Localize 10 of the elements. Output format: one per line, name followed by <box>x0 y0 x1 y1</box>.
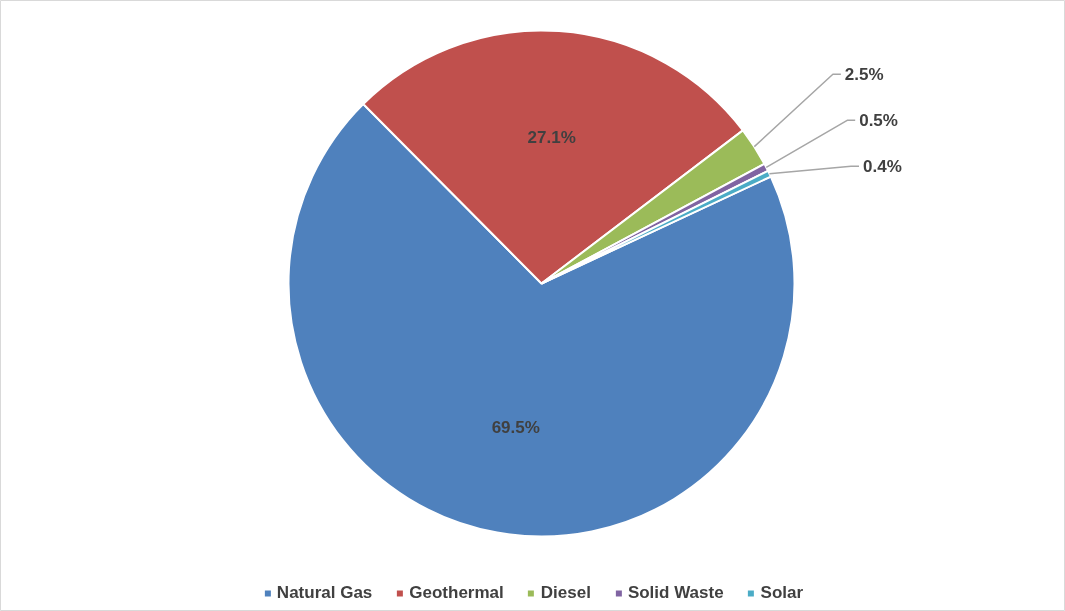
data-label: 27.1% <box>527 127 576 147</box>
data-label: 2.5% <box>844 64 884 84</box>
legend-label: Geothermal <box>409 583 504 603</box>
data-label: 0.5% <box>859 110 898 130</box>
data-label: 0.4% <box>863 156 902 176</box>
legend-label: Diesel <box>540 583 591 603</box>
legend-label: Solar <box>760 583 804 603</box>
data-label: 69.5% <box>491 418 540 438</box>
legend-label: Solid Waste <box>627 583 724 603</box>
legend-label: Natural Gas <box>276 583 373 603</box>
